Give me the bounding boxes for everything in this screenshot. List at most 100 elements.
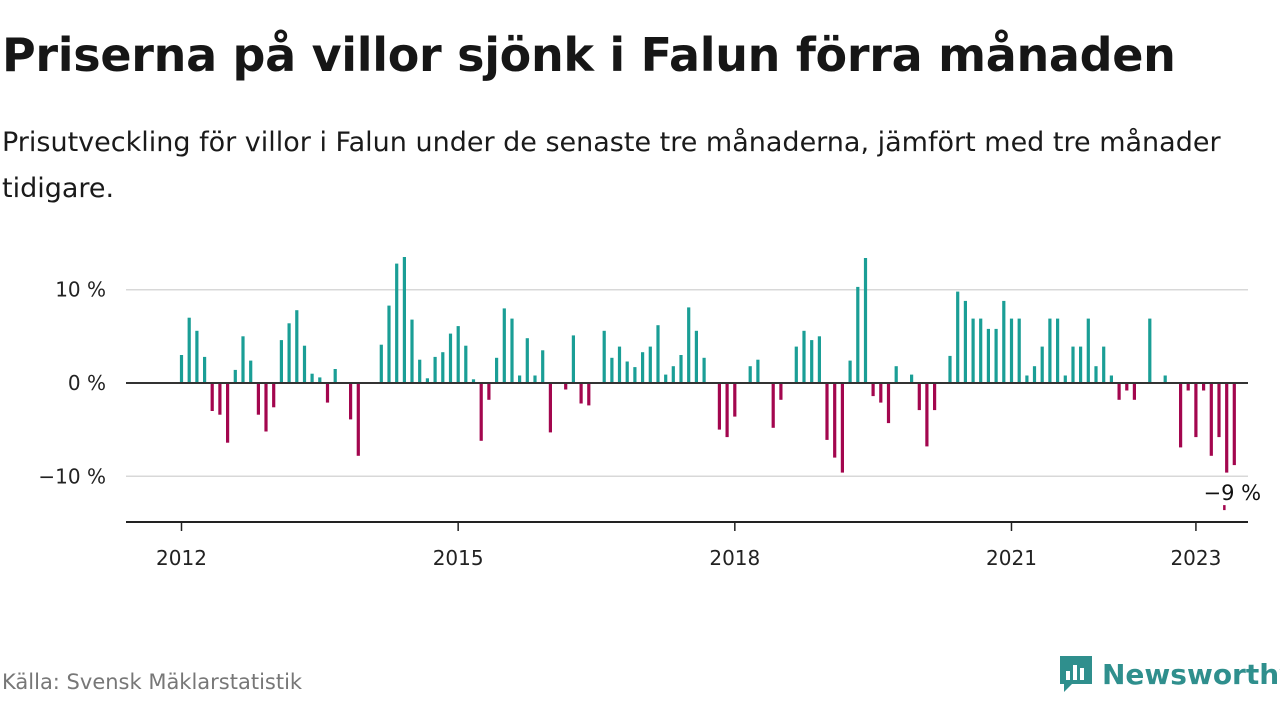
bar [548, 383, 552, 433]
page-title: Priserna på villor sjönk i Falun förra m… [2, 28, 1176, 82]
bar [195, 330, 199, 383]
bar [886, 383, 891, 424]
bar [464, 345, 468, 383]
bar [733, 383, 737, 417]
bar [641, 352, 645, 383]
bar [249, 360, 253, 383]
bar [817, 336, 821, 383]
x-tick-label: 2015 [433, 546, 484, 570]
bar [948, 355, 952, 383]
bar [679, 355, 683, 383]
bar [602, 330, 606, 383]
bar [617, 346, 622, 383]
bar [433, 356, 437, 383]
bar [333, 369, 337, 383]
bar [810, 340, 814, 383]
bar [702, 357, 706, 383]
bar [963, 300, 967, 383]
bar [210, 383, 214, 411]
bar [518, 375, 522, 383]
bar [425, 378, 429, 383]
bar [233, 369, 237, 383]
bar [1125, 383, 1129, 391]
grid-layer [126, 288, 1248, 478]
bar [541, 350, 545, 383]
x-tick-label: 2012 [156, 546, 207, 570]
bar [241, 336, 245, 383]
bar [825, 383, 829, 440]
bar [1063, 375, 1067, 383]
bar [502, 308, 506, 383]
bar [848, 360, 852, 383]
brand-name: Newsworthy [1102, 657, 1280, 691]
x-tick-label: 2018 [709, 546, 760, 570]
bar [587, 383, 591, 406]
bar [533, 375, 537, 383]
bar [648, 346, 652, 383]
bar [272, 383, 276, 408]
axis-layer: 10 % 0 % −10 % 2012 2015 2018 2021 2023 [38, 278, 1248, 570]
bar [833, 383, 837, 458]
x-tick-label: 2021 [986, 546, 1037, 570]
bar [910, 374, 914, 383]
last-value-annotation: −9 % [1204, 481, 1262, 505]
bar [986, 328, 990, 383]
bar [610, 357, 614, 383]
bar [856, 286, 860, 383]
bar [1232, 383, 1236, 466]
bar [1086, 318, 1090, 383]
bar [917, 383, 921, 411]
bar [564, 383, 568, 390]
bar [802, 330, 806, 383]
bar [748, 366, 752, 383]
bar [1202, 383, 1206, 391]
bar [387, 305, 391, 383]
bar [994, 328, 998, 383]
bar [264, 383, 268, 432]
bar [1032, 366, 1037, 383]
bar [1163, 375, 1167, 383]
bar-layer [179, 257, 1236, 473]
bar [1117, 383, 1121, 400]
y-tick-label: −10 % [38, 464, 106, 488]
bar [187, 317, 191, 383]
bar [894, 366, 898, 383]
brand-logo: Newsworthy [1058, 654, 1280, 694]
bar [579, 383, 583, 404]
bar [510, 318, 514, 383]
bar [956, 291, 960, 383]
bar [471, 379, 476, 383]
bar [295, 310, 299, 383]
bar [671, 366, 675, 383]
bar [1225, 383, 1229, 473]
bar [256, 383, 260, 415]
bar [1079, 346, 1083, 383]
bar [1071, 346, 1075, 383]
bar [402, 257, 406, 383]
bar [287, 323, 291, 383]
bar [779, 383, 783, 400]
bar [418, 359, 422, 383]
bar [871, 383, 875, 397]
bar [625, 361, 629, 383]
bar [717, 383, 721, 430]
bar [310, 373, 314, 383]
bar [656, 325, 660, 383]
bar [633, 367, 637, 383]
bar [1217, 383, 1221, 438]
bar [1194, 383, 1198, 438]
price-change-chart: 10 % 0 % −10 % 2012 2015 2018 2021 2023 −9 % [38, 257, 1262, 570]
annotation-layer: −9 % [1204, 481, 1262, 511]
bar [1025, 375, 1029, 383]
bar [349, 383, 353, 420]
bar [325, 383, 330, 403]
bar [771, 383, 775, 428]
bar [226, 383, 230, 443]
bar [203, 356, 207, 383]
bar [794, 346, 798, 383]
bar [179, 355, 184, 383]
bar [863, 258, 868, 383]
bar [525, 338, 529, 383]
bar [725, 383, 729, 438]
bar [487, 383, 491, 400]
